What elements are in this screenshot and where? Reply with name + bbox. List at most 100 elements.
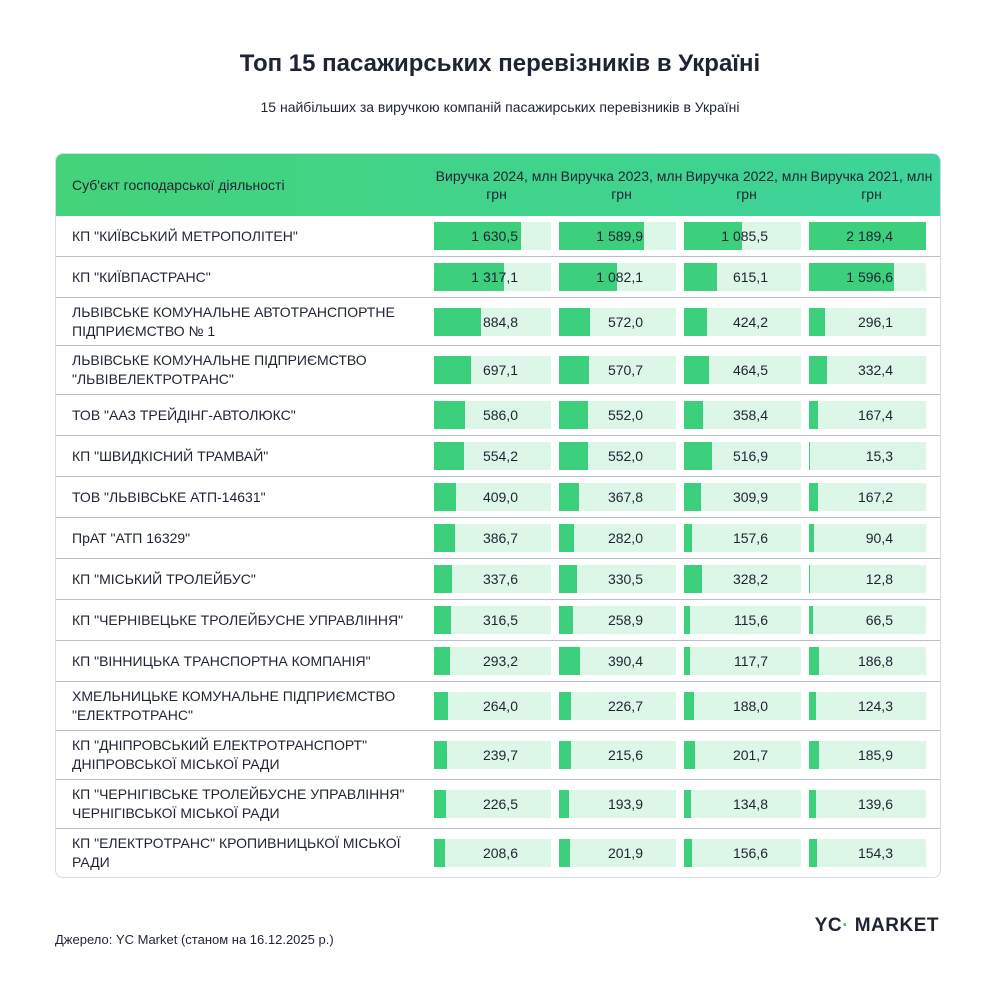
table-row: КП "ЧЕРНІВЕЦЬКЕ ТРОЛЕЙБУСНЕ УПРАВЛІННЯ" 3… xyxy=(56,599,940,640)
entity-name: ПрАТ "АТП 16329" xyxy=(72,529,191,546)
bar xyxy=(684,647,691,675)
bar xyxy=(809,647,819,675)
table-row: КП "ВІННИЦЬКА ТРАНСПОРТНА КОМПАНІЯ" 293,2… xyxy=(56,640,940,681)
table-row: КП "ЧЕРНІГІВСЬКЕ ТРОЛЕЙБУСНЕ УПРАВЛІННЯ"… xyxy=(56,779,940,828)
bar-cell: 167,4 xyxy=(809,401,926,429)
bar-cell: 884,8 xyxy=(434,307,551,336)
page-title: Топ 15 пасажирських перевізників в Украї… xyxy=(239,50,761,77)
entity-name: КП "ЧЕРНІГІВСЬКЕ ТРОЛЕЙБУСНЕ УПРАВЛІННЯ"… xyxy=(72,786,405,821)
bar-cell: 66,5 xyxy=(809,606,926,634)
bar-cell: 330,5 xyxy=(559,565,676,593)
bar-value-label: 554,2 xyxy=(482,448,518,464)
table-row: ЛЬВІВСЬКЕ КОМУНАЛЬНЕ АВТОТРАНСПОРТНЕ ПІД… xyxy=(56,297,940,345)
bar xyxy=(684,263,717,291)
bar xyxy=(559,741,571,769)
table-row: ПрАТ "АТП 16329" 386,7 282,0 157,6 90,4 xyxy=(56,517,940,558)
bar-cell: 117,7 xyxy=(684,647,801,675)
bar-value-label: 90,4 xyxy=(865,530,893,546)
bar-cell: 516,9 xyxy=(684,442,801,470)
bar xyxy=(684,401,704,429)
bar xyxy=(559,401,589,429)
source-note: Джерело: YC Market (станом на 16.12.2025… xyxy=(55,932,334,947)
column-header-2021: Виручка 2021, млн грн xyxy=(810,168,933,202)
entity-name: КП "ВІННИЦЬКА ТРАНСПОРТНА КОМПАНІЯ" xyxy=(72,652,371,669)
bar-cell: 215,6 xyxy=(559,741,676,769)
bar-value-label: 1 596,6 xyxy=(846,269,893,285)
bar xyxy=(434,307,482,336)
bar xyxy=(684,606,691,634)
bar xyxy=(684,483,701,511)
bar-value-label: 167,2 xyxy=(857,489,893,505)
bar xyxy=(684,222,742,250)
table-row: КП "МІСЬКИЙ ТРОЛЕЙБУС" 337,6 330,5 328,2 12,… xyxy=(56,558,940,599)
bar-cell: 358,4 xyxy=(684,401,801,429)
bar-cell: 226,5 xyxy=(434,790,551,818)
bar-value-label: 884,8 xyxy=(482,313,518,330)
bar xyxy=(434,401,466,429)
bar-cell: 615,1 xyxy=(684,263,801,291)
bar-value-label: 2 189,4 xyxy=(846,228,893,244)
entity-name: ЛЬВІВСЬКЕ КОМУНАЛЬНЕ АВТОТРАНСПОРТНЕ ПІД… xyxy=(72,303,395,339)
bar xyxy=(684,442,712,470)
bar-value-label: 1 085,5 xyxy=(721,228,768,244)
bar-cell: 570,7 xyxy=(559,356,676,384)
bar xyxy=(809,483,818,511)
entity-name: КП "КИЇВСЬКИЙ МЕТРОПОЛІТЕН" xyxy=(72,227,298,244)
bar xyxy=(434,524,455,552)
bar xyxy=(809,263,895,291)
bar xyxy=(559,222,644,250)
bar-cell: 554,2 xyxy=(434,442,551,470)
bar-value-label: 226,7 xyxy=(607,698,643,714)
bar-cell: 134,8 xyxy=(684,790,801,818)
bar xyxy=(434,692,449,720)
column-header-2024: Виручка 2024, млн грн xyxy=(435,168,558,202)
bar-value-label: 1 630,5 xyxy=(471,228,518,244)
bar-value-label: 552,0 xyxy=(607,448,643,464)
bar-cell: 332,4 xyxy=(809,356,926,384)
bar-cell: 239,7 xyxy=(434,741,551,769)
bar-cell: 464,5 xyxy=(684,356,801,384)
bar xyxy=(559,442,589,470)
bar-value-label: 193,9 xyxy=(607,796,643,812)
entity-name: КП "ШВИДКІСНИЙ ТРАМВАЙ" xyxy=(72,447,269,464)
table-header: Суб'єкт господарської діяльності Виручка… xyxy=(56,154,940,216)
bar xyxy=(559,307,590,336)
bar-value-label: 15,3 xyxy=(865,448,893,464)
column-header-2023: Виручка 2023, млн грн xyxy=(560,168,683,202)
bar-cell: 1 317,1 xyxy=(434,263,551,291)
bar xyxy=(559,263,617,291)
bar xyxy=(684,565,702,593)
subtitle: 15 найбільших за виручкою компаній пасаж… xyxy=(260,99,740,115)
bar-cell: 386,7 xyxy=(434,524,551,552)
bar-cell: 201,7 xyxy=(684,741,801,769)
bar-cell: 124,3 xyxy=(809,692,926,720)
bar-cell: 409,0 xyxy=(434,483,551,511)
bar-cell: 12,8 xyxy=(809,565,926,593)
bar xyxy=(559,356,590,384)
bar-value-label: 1 317,1 xyxy=(471,269,518,285)
bar xyxy=(809,524,814,552)
bar-cell: 2 189,4 xyxy=(809,222,926,250)
entity-name: КП "КИЇВПАСТРАНС" xyxy=(72,268,211,285)
bar-value-label: 201,7 xyxy=(732,747,768,763)
column-header-entity: Суб'єкт господарської діяльності xyxy=(72,177,285,193)
bar-cell: 424,2 xyxy=(684,307,801,336)
bar xyxy=(434,606,451,634)
bar-cell: 193,9 xyxy=(559,790,676,818)
column-header-2022: Виручка 2022, млн грн xyxy=(685,168,808,202)
table-row: КП "ШВИДКІСНИЙ ТРАМВАЙ" 554,2 552,0 516,9 15… xyxy=(56,435,940,476)
bar-cell: 157,6 xyxy=(684,524,801,552)
bar-value-label: 572,0 xyxy=(607,313,643,330)
bar-value-label: 115,6 xyxy=(734,612,768,628)
bar-cell: 1 596,6 xyxy=(809,263,926,291)
table-row: ХМЕЛЬНИЦЬКЕ КОМУНАЛЬНЕ ПІДПРИЄМСТВО "ЕЛЕ… xyxy=(56,681,940,730)
bar-value-label: 1 082,1 xyxy=(596,269,643,285)
bar xyxy=(559,483,579,511)
bar xyxy=(684,524,693,552)
bar xyxy=(809,565,810,593)
bar-value-label: 258,9 xyxy=(607,612,643,628)
bar-value-label: 552,0 xyxy=(607,407,643,423)
bar xyxy=(809,692,816,720)
table-row: КП "КИЇВСЬКИЙ МЕТРОПОЛІТЕН" 1 630,5 1 589,… xyxy=(56,216,940,256)
